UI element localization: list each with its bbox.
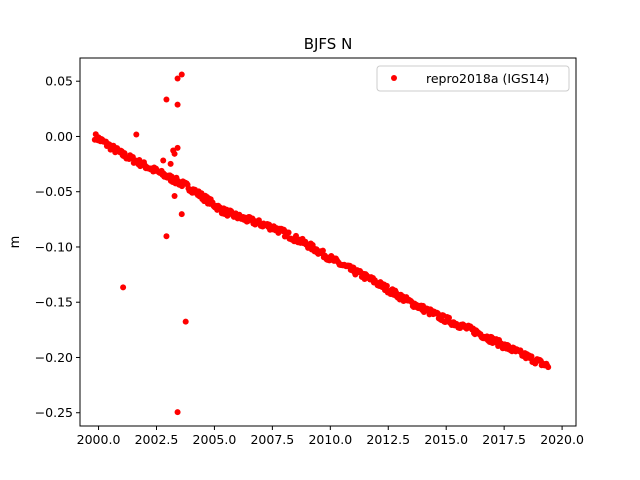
legend: repro2018a (IGS14) (376, 65, 570, 92)
x-tick-label: 2002.5 (135, 432, 179, 447)
x-tick-label: 2017.5 (482, 432, 526, 447)
data-point (319, 247, 326, 254)
x-tick-label: 2015.0 (424, 432, 468, 447)
data-point (383, 282, 390, 289)
y-tick-label: −0.15 (35, 295, 73, 310)
y-tick-label: 0.00 (45, 129, 73, 144)
chart-title: BJFS N (304, 35, 353, 53)
data-point (545, 364, 552, 371)
outlier-point (174, 144, 181, 151)
outlier-point (133, 131, 140, 138)
x-tick-label: 2007.5 (250, 432, 294, 447)
data-points (91, 71, 552, 416)
outlier-point (163, 96, 170, 103)
x-tick-label: 2020.0 (540, 432, 584, 447)
outlier-point (174, 409, 181, 416)
data-point (528, 353, 535, 360)
axis-ticks: 2000.0 2002.5 2005.0 2007.5 2010.0 2012.5 2015… (35, 74, 584, 447)
outlier-point (174, 75, 181, 82)
legend-box (376, 65, 570, 92)
outlier-point (171, 150, 178, 157)
data-point (293, 232, 300, 239)
x-tick-label: 2005.0 (193, 432, 237, 447)
y-tick-label: −0.10 (35, 239, 73, 254)
x-tick-label: 2010.0 (308, 432, 352, 447)
data-point (224, 212, 231, 219)
outlier-point (178, 71, 185, 78)
outlier-point (178, 211, 185, 218)
data-point (285, 229, 292, 236)
x-tick-label: 2000.0 (77, 432, 121, 447)
legend-label: repro2018a (IGS14) (426, 71, 549, 86)
outlier-point (160, 157, 167, 164)
plot-frame (79, 57, 577, 427)
legend-marker (391, 75, 397, 81)
y-axis-label: m (8, 236, 23, 249)
outlier-point (171, 193, 178, 200)
x-tick-label: 2012.5 (366, 432, 410, 447)
outlier-point (120, 284, 127, 291)
outlier-point (182, 318, 189, 325)
outlier-point (163, 233, 170, 240)
data-point (445, 314, 452, 321)
y-tick-label: 0.05 (45, 74, 73, 89)
y-tick-label: −0.25 (35, 405, 73, 420)
outlier-point (167, 160, 174, 167)
y-tick-label: −0.05 (35, 184, 73, 199)
outlier-point (174, 101, 181, 108)
y-tick-label: −0.20 (35, 350, 73, 365)
